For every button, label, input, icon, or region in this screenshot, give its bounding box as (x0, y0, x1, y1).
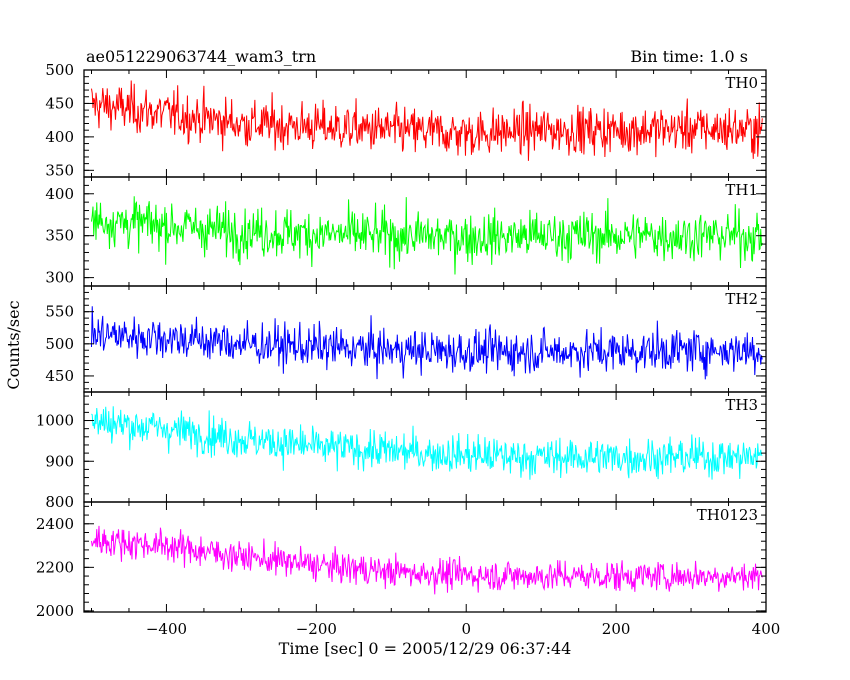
y-tick-label: 400 (45, 185, 74, 203)
panel-label-th2: TH2 (725, 290, 758, 308)
y-tick-label: 800 (45, 493, 74, 511)
series-line-th0 (90, 80, 763, 161)
panel-label-th0: TH0 (725, 74, 758, 92)
y-tick-label: 450 (45, 94, 74, 112)
panel-frame (83, 501, 767, 613)
panel-label-th1: TH1 (725, 181, 758, 199)
y-tick-label: 550 (45, 303, 74, 321)
x-axis-label: Time [sec] 0 = 2005/12/29 06:37:44 (279, 639, 572, 658)
y-tick-label: 400 (45, 128, 74, 146)
x-tick-label: 0 (461, 620, 471, 638)
y-tick-label: 2400 (36, 515, 74, 533)
panel-label-th3: TH3 (725, 396, 758, 414)
y-tick-label: 500 (45, 335, 74, 353)
y-tick-label: 1000 (36, 412, 74, 430)
series-line-th3 (91, 406, 763, 480)
y-axis-label: Counts/sec (4, 300, 23, 389)
series-line-th0123 (90, 525, 763, 595)
bin-time-label: Bin time: 1.0 s (630, 47, 748, 66)
series-line-th2 (90, 306, 763, 380)
y-tick-label: 900 (45, 452, 74, 470)
panels: 350 400 450 500 TH0 300 350 400 TH1 450 500 550 TH2 8… (36, 61, 781, 638)
y-tick-label: 450 (45, 367, 74, 385)
x-tick-label: 200 (602, 620, 631, 638)
y-tick-label: 350 (45, 227, 74, 245)
panel-label-th0123: TH0123 (697, 506, 758, 524)
y-tick-label: 500 (45, 61, 74, 79)
x-tick-label: 400 (752, 620, 781, 638)
chart-title: ae051229063744_wam3_trn (86, 47, 316, 66)
y-tick-label: 300 (45, 269, 74, 287)
x-tick-label: −200 (296, 620, 337, 638)
series-line-th1 (90, 196, 763, 275)
y-tick-label: 2000 (36, 602, 74, 620)
y-tick-label: 350 (45, 161, 74, 179)
y-tick-label: 2200 (36, 558, 74, 576)
x-tick-label: −400 (146, 620, 187, 638)
